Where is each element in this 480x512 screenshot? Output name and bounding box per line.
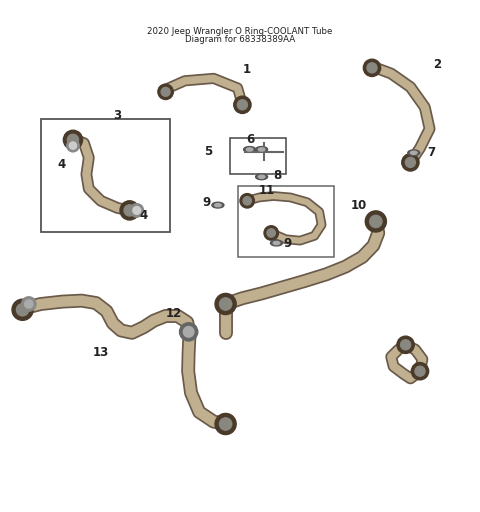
Text: 4: 4 [140, 209, 148, 222]
Ellipse shape [408, 150, 420, 156]
Ellipse shape [215, 204, 221, 207]
Circle shape [219, 418, 232, 430]
Circle shape [402, 154, 419, 171]
Text: 7: 7 [427, 146, 435, 159]
Circle shape [215, 293, 236, 314]
Circle shape [365, 211, 386, 232]
Circle shape [411, 362, 429, 380]
Circle shape [363, 59, 381, 76]
Text: 5: 5 [204, 145, 212, 158]
Circle shape [16, 304, 29, 316]
Circle shape [69, 142, 77, 149]
Ellipse shape [410, 151, 417, 155]
Circle shape [180, 323, 198, 341]
Circle shape [234, 96, 251, 114]
Circle shape [158, 84, 173, 99]
Circle shape [24, 300, 33, 308]
Ellipse shape [244, 146, 256, 153]
Circle shape [161, 88, 170, 96]
Text: 13: 13 [93, 346, 109, 358]
Ellipse shape [258, 148, 265, 151]
Ellipse shape [246, 148, 253, 151]
Ellipse shape [212, 202, 224, 208]
Circle shape [267, 229, 276, 237]
Circle shape [415, 366, 425, 376]
Ellipse shape [256, 174, 268, 180]
Circle shape [219, 298, 232, 310]
Circle shape [238, 100, 247, 110]
Circle shape [124, 205, 135, 216]
Ellipse shape [273, 242, 280, 245]
Text: 1: 1 [243, 63, 251, 76]
Circle shape [397, 336, 414, 353]
Text: 3: 3 [114, 110, 121, 122]
Text: 11: 11 [258, 184, 275, 197]
Circle shape [370, 216, 382, 227]
Text: 6: 6 [246, 133, 255, 146]
Circle shape [215, 414, 236, 435]
Text: 8: 8 [273, 169, 282, 182]
Circle shape [67, 134, 79, 145]
Text: 4: 4 [57, 158, 66, 172]
Bar [238, 186, 334, 258]
Circle shape [240, 194, 254, 208]
Text: 12: 12 [166, 307, 182, 320]
Circle shape [133, 206, 141, 215]
Circle shape [401, 340, 410, 350]
Circle shape [67, 139, 79, 152]
Circle shape [367, 63, 377, 73]
Bar [41, 119, 170, 232]
Circle shape [243, 197, 252, 205]
Text: 9: 9 [202, 196, 211, 209]
Ellipse shape [270, 240, 282, 246]
Ellipse shape [258, 175, 265, 178]
Text: 2: 2 [433, 57, 441, 71]
Text: Diagram for 68338389AA: Diagram for 68338389AA [185, 35, 295, 44]
Circle shape [264, 226, 278, 240]
Circle shape [120, 201, 139, 220]
Text: 2020 Jeep Wrangler O Ring-COOLANT Tube: 2020 Jeep Wrangler O Ring-COOLANT Tube [147, 27, 333, 35]
Bar [230, 138, 286, 175]
Circle shape [63, 130, 83, 150]
Circle shape [22, 297, 36, 311]
Circle shape [12, 299, 33, 321]
Circle shape [183, 327, 194, 337]
Text: 9: 9 [284, 237, 292, 249]
Circle shape [130, 204, 144, 217]
Ellipse shape [256, 146, 268, 153]
Text: 10: 10 [351, 199, 367, 212]
Circle shape [406, 157, 415, 167]
